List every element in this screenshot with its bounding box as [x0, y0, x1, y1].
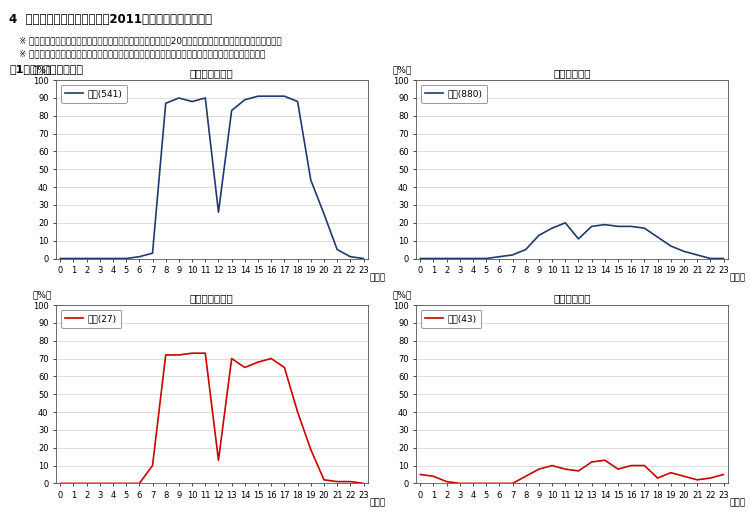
Text: （%）: （%） — [33, 66, 53, 75]
Legend: 正規(541): 正規(541) — [61, 85, 128, 103]
Text: （時）: （時） — [369, 498, 386, 508]
Text: （時）: （時） — [729, 273, 746, 283]
Title: 女性（月～金）: 女性（月～金） — [190, 293, 234, 303]
Text: ※ 従業者率は、総務省統計局「社会生活基本調査」の調査票情報を用いて、独自算出したものである。: ※ 従業者率は、総務省統計局「社会生活基本調査」の調査票情報を用いて、独自算出し… — [19, 49, 266, 58]
Text: （%）: （%） — [393, 291, 412, 300]
Text: （%）: （%） — [393, 66, 412, 75]
Legend: 正規(27): 正規(27) — [61, 310, 122, 328]
Title: 男性（土日）: 男性（土日） — [553, 68, 591, 78]
Legend: 正規(43): 正規(43) — [421, 310, 482, 328]
Text: （1）管理的職業従事者: （1）管理的職業従事者 — [9, 64, 83, 74]
Text: （時）: （時） — [729, 498, 746, 508]
Text: （%）: （%） — [33, 291, 53, 300]
Legend: 正規(880): 正規(880) — [421, 85, 488, 103]
Title: 女性（土日）: 女性（土日） — [553, 293, 591, 303]
Text: （時）: （時） — [369, 273, 386, 283]
Title: 男性（月～金）: 男性（月～金） — [190, 68, 234, 78]
Text: 4  職業、時間帯別従業者率【2011年社会生活基本調査】: 4 職業、時間帯別従業者率【2011年社会生活基本調査】 — [9, 13, 212, 26]
Text: ※ 凡例括弧内の数値はサンプル数をさす。なお、サンプル数が20未満の場合は、グラフを表示していない。: ※ 凡例括弧内の数値はサンプル数をさす。なお、サンプル数が20未満の場合は、グラ… — [19, 36, 281, 45]
